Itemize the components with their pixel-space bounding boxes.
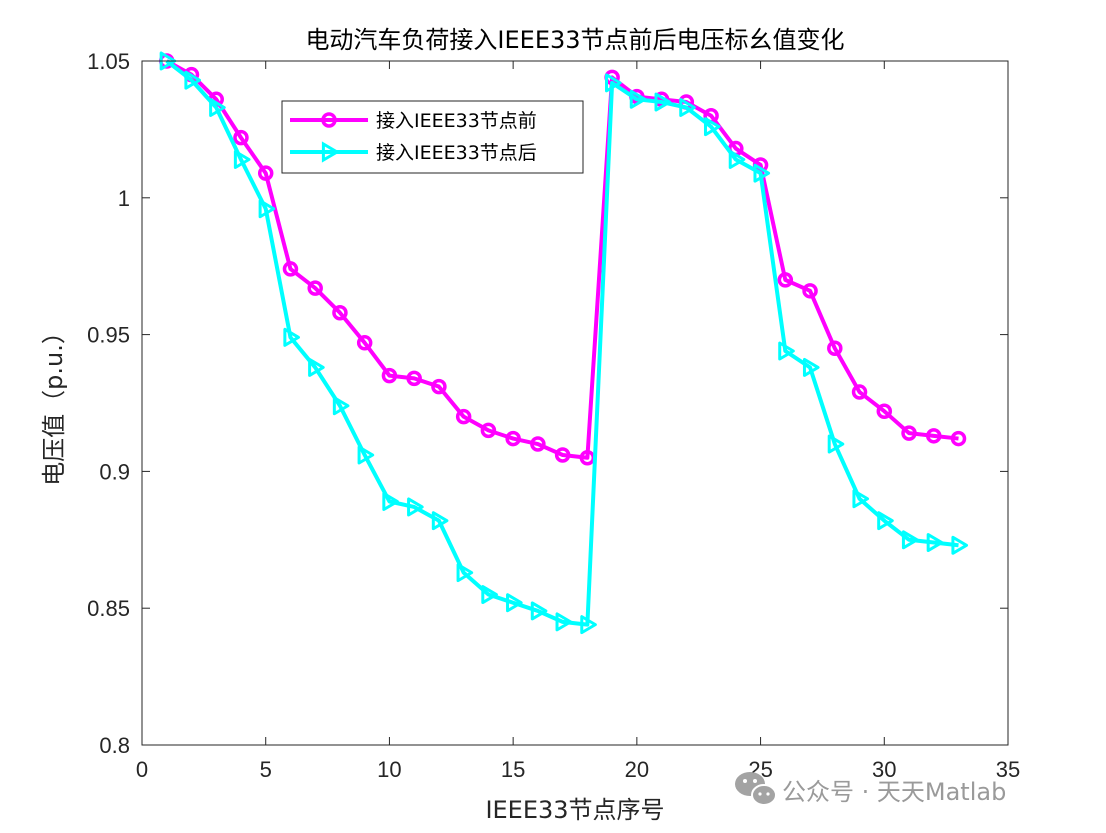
y-axis-title: 电压值（p.u.）	[40, 320, 68, 486]
series-2-point	[258, 199, 276, 219]
x-tick-label: 5	[260, 757, 272, 782]
y-tick-label: 0.85	[87, 596, 130, 621]
series-2-point	[852, 489, 870, 509]
series-1-point	[827, 340, 843, 357]
axes-box	[141, 60, 1009, 746]
series-1-point	[950, 430, 967, 447]
series-1-point	[282, 261, 299, 277]
x-tick-label: 15	[501, 757, 525, 782]
y-tick-label: 1.05	[87, 49, 130, 74]
series-2-point	[703, 117, 721, 137]
legend-label: 接入IEEE33节点前	[376, 110, 537, 132]
series-1-point	[431, 378, 447, 395]
y-tick-label: 0.95	[87, 323, 130, 348]
series-1-point	[505, 430, 521, 447]
legend-item-1: 接入IEEE33节点前	[290, 110, 537, 132]
series-1-point	[356, 335, 373, 351]
y-tick-label: 1	[118, 186, 130, 211]
x-tick-label: 35	[996, 757, 1020, 782]
series-1-point	[876, 403, 893, 419]
series-2-point	[901, 530, 919, 550]
series-2-point	[407, 497, 424, 517]
x-tick-label: 10	[377, 757, 401, 782]
wechat-icon	[735, 772, 777, 806]
series-2-point	[605, 73, 622, 93]
series-2-point	[555, 612, 573, 632]
series-2-point	[382, 491, 399, 511]
series-1-point	[307, 280, 323, 296]
series-2-point	[802, 357, 820, 377]
series-1-point	[332, 304, 348, 321]
series-1-point	[554, 447, 571, 463]
legend-marker	[321, 141, 340, 163]
series-2-point	[332, 396, 350, 416]
series-2-point	[431, 511, 449, 531]
series-1-point	[851, 384, 868, 400]
x-tick-label: 20	[625, 757, 649, 782]
series-2-point	[233, 149, 251, 169]
series-1-line	[165, 59, 959, 460]
legend-marker	[321, 112, 337, 128]
series-1-point	[530, 436, 546, 452]
series-2-point	[580, 615, 597, 635]
series-2-point	[184, 70, 201, 90]
series-1-point	[777, 272, 794, 288]
series-1-point	[802, 283, 818, 299]
series-1-point	[233, 129, 249, 146]
series-1-point	[480, 422, 497, 439]
x-axis-title: IEEE33节点序号	[485, 796, 664, 824]
series-2-point	[308, 357, 325, 377]
legend-item-2: 接入IEEE33节点后	[290, 141, 537, 164]
series-2-point	[951, 535, 969, 555]
series-layer	[158, 51, 969, 635]
series-2-point	[283, 327, 300, 347]
series-1-point	[257, 165, 274, 181]
y-tick-label: 0.8	[99, 733, 130, 758]
series-2-point	[357, 445, 375, 465]
x-tick-label: 0	[136, 757, 148, 782]
series-2-point	[679, 98, 696, 118]
series-1-point	[406, 370, 422, 387]
series-2-point	[209, 98, 226, 118]
legend-label: 接入IEEE33节点后	[376, 142, 537, 164]
series-2-point	[530, 601, 548, 621]
x-tick-label: 30	[872, 757, 896, 782]
watermark: 公众号 · 天天Matlab	[735, 772, 1006, 806]
series-2-point	[629, 89, 647, 109]
series-2-point	[827, 434, 845, 454]
series-1-point	[926, 428, 942, 444]
series-1-point	[901, 425, 917, 441]
series-1-point	[381, 367, 398, 384]
series-1-point	[455, 408, 472, 425]
series-2-point	[728, 149, 746, 169]
series-2-point	[506, 593, 523, 613]
series-2-point	[877, 511, 894, 531]
series-2-point	[481, 585, 498, 605]
series-2-point	[926, 533, 944, 553]
plot-area	[142, 61, 1008, 745]
series-2-point	[654, 92, 672, 112]
series-2-point	[778, 341, 795, 361]
series-2-point	[753, 163, 771, 183]
series-2-point	[456, 563, 474, 583]
y-tick-label: 0.9	[99, 459, 130, 484]
watermark-text: 公众号 · 天天Matlab	[782, 778, 1006, 806]
series-2-line	[165, 59, 959, 627]
series-2	[159, 51, 969, 635]
chart-title: 电动汽车负荷接入IEEE33节点前后电压标幺值变化	[305, 26, 844, 54]
